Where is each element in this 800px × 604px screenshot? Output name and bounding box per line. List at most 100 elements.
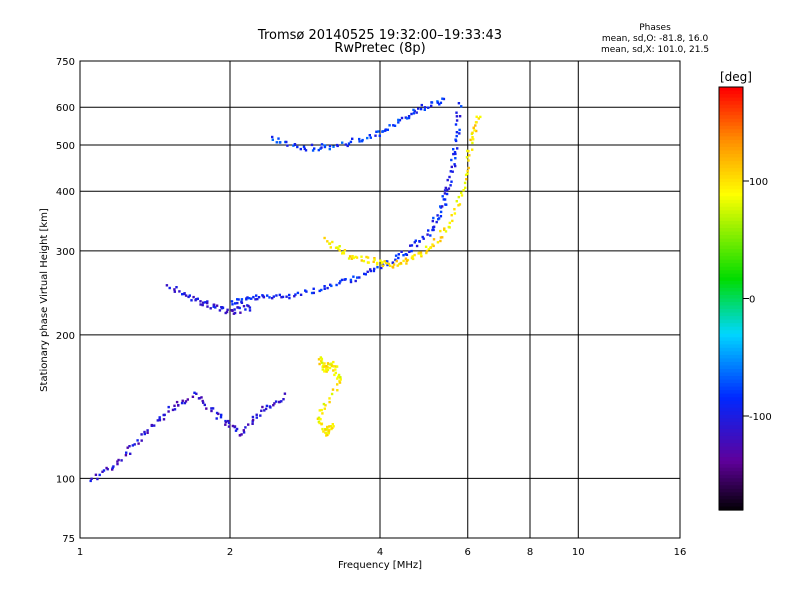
- data-point: [251, 418, 255, 422]
- data-point: [117, 458, 120, 462]
- data-point: [336, 389, 339, 392]
- data-point: [173, 408, 177, 411]
- data-point: [432, 225, 436, 228]
- data-point: [458, 203, 462, 206]
- data-point: [146, 429, 149, 432]
- data-point: [334, 368, 337, 371]
- data-point: [354, 279, 357, 283]
- data-point: [366, 256, 370, 259]
- stats-o-mode: mean, sd,O: -81.8, 16.0: [602, 34, 709, 44]
- colorbar-segment: [719, 175, 743, 180]
- colorbar-segment: [719, 446, 743, 451]
- data-point: [407, 116, 411, 120]
- data-point: [293, 143, 297, 146]
- data-point: [399, 261, 402, 265]
- data-point: [321, 368, 324, 371]
- data-point: [454, 123, 458, 126]
- chart-title: Tromsø 20140525 19:32:00–19:33:43: [257, 28, 502, 43]
- data-point: [339, 280, 342, 283]
- colorbar-segment: [719, 270, 743, 275]
- data-point: [317, 416, 321, 419]
- data-point: [183, 401, 187, 405]
- data-point: [206, 301, 209, 305]
- data-point: [328, 242, 331, 245]
- colorbar-segment: [719, 199, 743, 204]
- data-point: [454, 138, 457, 141]
- colorbar-segment: [719, 393, 743, 398]
- data-point: [430, 104, 433, 108]
- data-point: [331, 423, 334, 426]
- colorbar-segment: [719, 361, 743, 367]
- data-point: [335, 283, 338, 287]
- data-point: [372, 260, 375, 263]
- data-point: [446, 188, 449, 192]
- data-point: [351, 255, 354, 258]
- data-point: [362, 259, 366, 263]
- data-point: [320, 146, 323, 149]
- data-point: [337, 375, 340, 379]
- trace-x-mode-low-height-echoes: [316, 356, 342, 437]
- colorbar-segment: [719, 302, 743, 307]
- colorbar-segment: [719, 256, 743, 261]
- data-point: [419, 251, 423, 254]
- data-point: [455, 115, 459, 118]
- data-point: [333, 365, 336, 368]
- data-point: [383, 260, 386, 263]
- data-point: [466, 172, 469, 175]
- data-point: [251, 422, 254, 425]
- data-point: [384, 129, 387, 132]
- data-point: [320, 143, 324, 146]
- data-point: [136, 439, 139, 442]
- data-point: [302, 145, 306, 148]
- plot-frame: [79, 60, 681, 539]
- data-point: [347, 142, 351, 145]
- colorbar-segment: [719, 502, 743, 508]
- data-point: [413, 109, 416, 113]
- colorbar-segment: [719, 421, 743, 427]
- colorbar-segment: [719, 506, 743, 511]
- data-point: [338, 245, 341, 248]
- colorbar-segment: [719, 266, 743, 271]
- data-point: [385, 261, 388, 265]
- x-tick-label: 1: [77, 547, 83, 558]
- data-point: [400, 116, 404, 120]
- data-point: [388, 124, 391, 127]
- data-point: [352, 256, 355, 260]
- colorbar-segment: [719, 414, 743, 419]
- data-point: [162, 418, 166, 421]
- colorbar-label: [deg]: [720, 70, 752, 84]
- colorbar-segment: [719, 464, 743, 469]
- data-point: [460, 191, 463, 194]
- colorbar-segment: [719, 104, 743, 109]
- trace-low-frequency-e-f1-echoes: [89, 391, 287, 483]
- data-point: [347, 257, 351, 260]
- colorbar-segment: [719, 471, 743, 476]
- data-point: [320, 360, 323, 363]
- data-point: [379, 259, 382, 262]
- data-point: [388, 264, 392, 267]
- colorbar-segment: [719, 150, 743, 155]
- data-point: [405, 117, 409, 120]
- data-point: [405, 259, 408, 263]
- colorbar-tick-label: 0: [749, 295, 755, 306]
- data-point: [326, 240, 329, 243]
- data-point: [210, 409, 213, 413]
- colorbar-segment: [719, 383, 743, 388]
- data-point: [450, 158, 453, 162]
- colorbar-segment: [719, 312, 743, 317]
- data-point: [304, 149, 308, 152]
- data-point: [431, 243, 434, 246]
- data-point: [120, 459, 123, 462]
- data-point: [227, 421, 231, 425]
- colorbar-segment: [719, 122, 743, 127]
- colorbar-segment: [719, 407, 743, 412]
- data-point: [429, 246, 432, 250]
- colorbar-segment: [719, 273, 743, 278]
- data-point: [455, 134, 458, 138]
- colorbar-segment: [719, 344, 743, 349]
- data-point: [348, 255, 352, 258]
- data-point: [326, 286, 329, 290]
- colorbar-segment: [719, 319, 743, 324]
- data-point: [320, 423, 323, 426]
- data-point: [202, 301, 205, 304]
